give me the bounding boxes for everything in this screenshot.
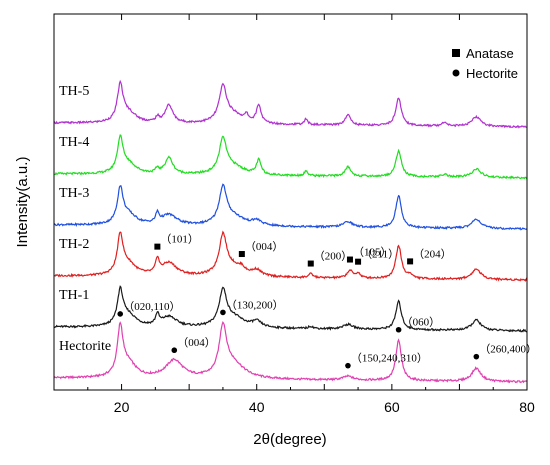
- peak-label-10: （211）: [361, 248, 399, 261]
- x-axis-title: 2θ(degree): [253, 431, 326, 448]
- hectorite-marker: [171, 347, 178, 354]
- series-line-hectorite: [53, 321, 528, 384]
- peak-label-0: （020,110）: [123, 300, 180, 313]
- legend-circle-icon: [452, 69, 460, 77]
- y-axis-title: Intensity(a.u.): [14, 157, 31, 248]
- legend-square-icon: [452, 49, 460, 57]
- hectorite-marker: [220, 309, 226, 316]
- anatase-marker: [238, 251, 245, 258]
- anatase-marker: [407, 258, 414, 265]
- peak-label-3: （150,240,310）: [351, 352, 428, 365]
- series-labels: Hectorite TH-1 TH-2 TH-3 TH-4 TH-5: [59, 84, 111, 354]
- x-tick-label-60: 60: [384, 399, 400, 415]
- peak-label-9: （105）: [353, 246, 392, 259]
- series-line-th-3: [53, 183, 528, 231]
- series-label-th-2: TH-2: [59, 237, 89, 252]
- peak-label-5: （260,400）: [479, 343, 537, 356]
- series-label-th-5: TH-5: [59, 84, 89, 99]
- series-label-hectorite: Hectorite: [59, 339, 111, 354]
- x-tick-label-20: 20: [114, 399, 130, 415]
- series-label-th-3: TH-3: [59, 186, 89, 201]
- series-line-th-2: [53, 230, 528, 283]
- anatase-marker: [346, 256, 353, 263]
- hectorite-marker: [117, 311, 124, 317]
- legend-label-hectorite: Hectorite: [466, 66, 518, 81]
- series-line-th-1: [53, 285, 528, 333]
- series-label-th-4: TH-4: [59, 135, 89, 150]
- series-label-th-1: TH-1: [59, 288, 89, 303]
- peak-label-4: （060）: [402, 316, 441, 329]
- x-tick-label-40: 40: [249, 399, 265, 415]
- peak-label-7: （004）: [245, 240, 284, 253]
- peak-annotations: （020,110） （004） （130,200） （150,240,310） （060…: [117, 233, 537, 369]
- hectorite-marker: [345, 362, 351, 369]
- peak-label-1: （004）: [177, 336, 216, 349]
- x-axis-ticks: 20 40 60 80: [53, 14, 535, 415]
- peak-label-8: （200）: [314, 250, 353, 263]
- peak-label-6: （101）: [160, 233, 199, 246]
- series-line-th-4: [53, 134, 528, 180]
- hectorite-marker: [395, 326, 402, 333]
- anatase-marker: [355, 258, 362, 265]
- series-lines: [53, 79, 528, 384]
- x-tick-label-80: 80: [519, 399, 535, 415]
- legend-label-anatase: Anatase: [466, 46, 514, 61]
- peak-label-11: （204）: [413, 247, 452, 260]
- anatase-marker: [154, 243, 161, 250]
- legend: Anatase Hectorite: [452, 46, 518, 81]
- hectorite-marker: [473, 353, 480, 360]
- series-line-th-5: [53, 79, 528, 129]
- peak-label-2: （130,200）: [226, 298, 284, 311]
- anatase-marker: [307, 260, 314, 267]
